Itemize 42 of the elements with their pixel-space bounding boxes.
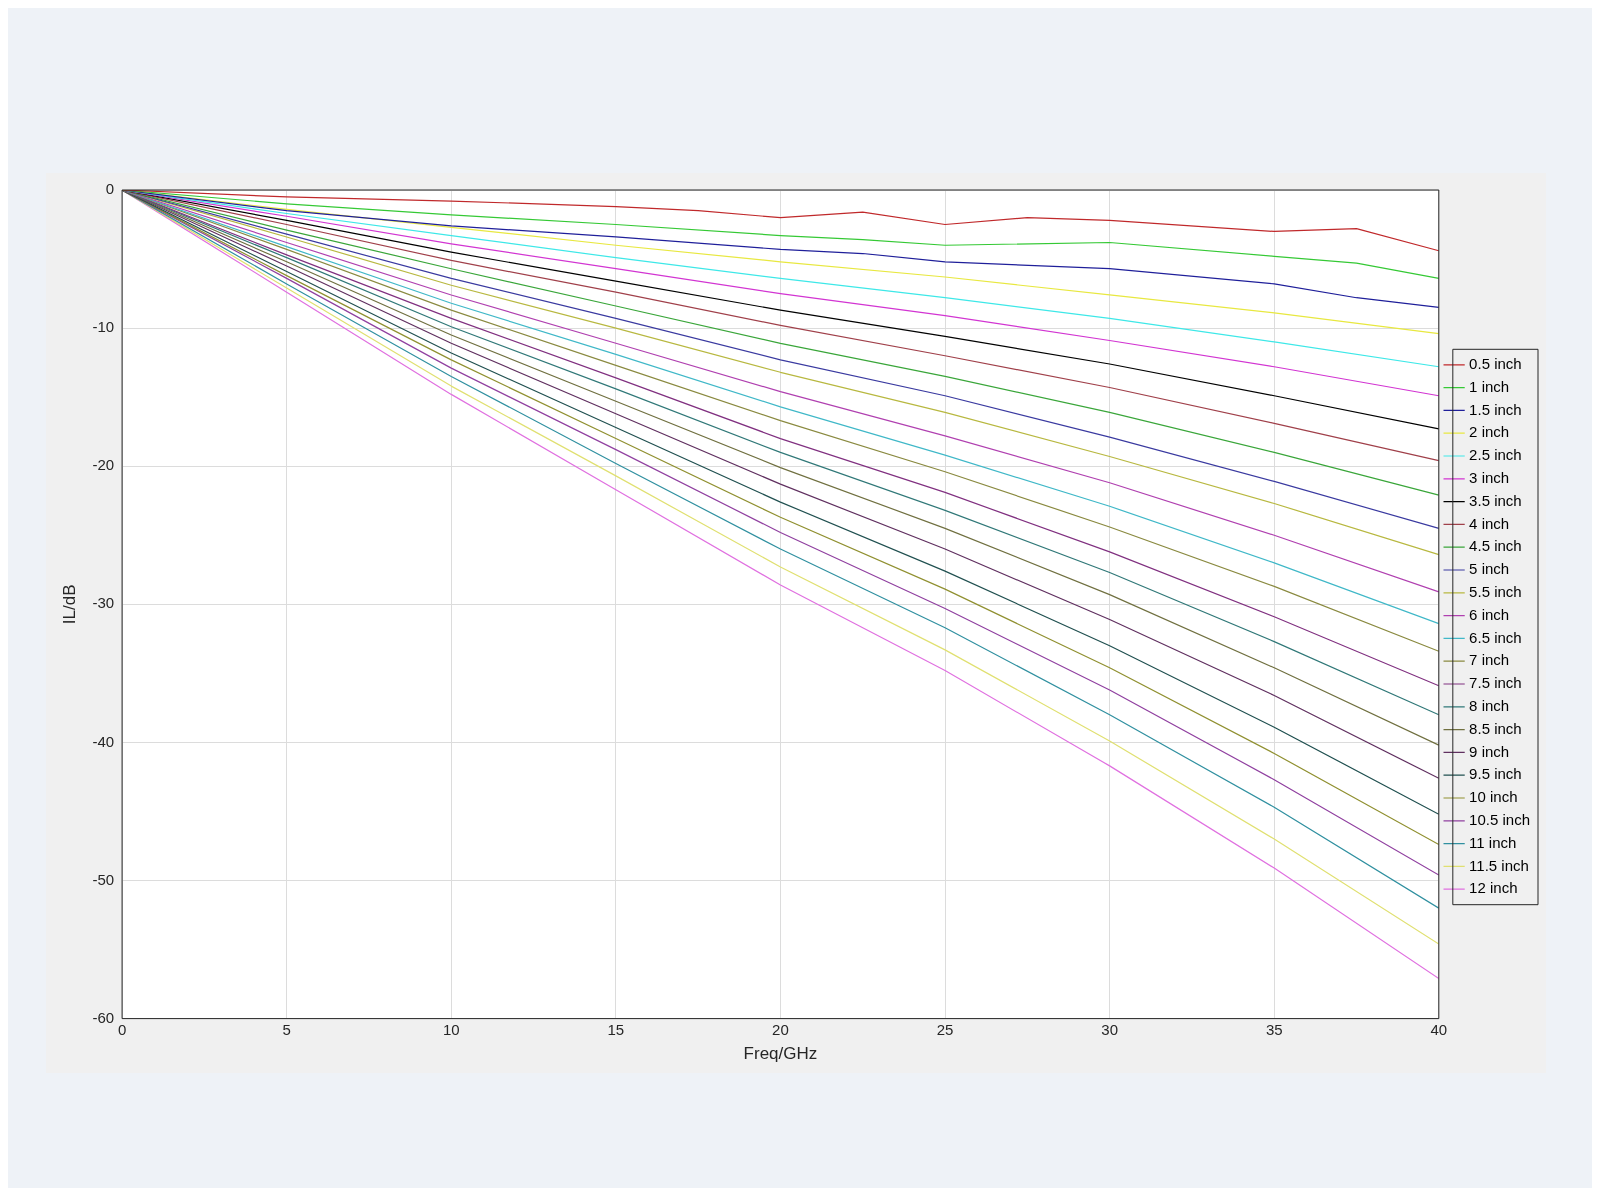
y-tick-label: -20 [92, 456, 115, 474]
legend-label: 5 inch [1469, 560, 1510, 578]
legend-label: 2.5 inch [1469, 446, 1522, 464]
legend-label: 1.5 inch [1469, 400, 1522, 418]
x-tick-label: 30 [1101, 1020, 1118, 1038]
legend-label: 7.5 inch [1469, 674, 1522, 692]
legend-label: 3 inch [1469, 468, 1510, 486]
x-tick-label: 20 [772, 1020, 789, 1038]
legend-label: 1 inch [1469, 377, 1510, 395]
y-tick-label: -10 [92, 318, 115, 336]
y-axis-title: IL/dB [59, 584, 79, 625]
x-tick-label: 5 [282, 1020, 291, 1038]
x-tick-label: 25 [936, 1020, 954, 1038]
legend-label: 5.5 inch [1469, 582, 1522, 600]
x-tick-label: 35 [1265, 1020, 1283, 1038]
legend-label: 7 inch [1469, 651, 1510, 669]
y-tick-label: -40 [92, 732, 115, 750]
legend-label: 12 inch [1469, 879, 1518, 897]
y-tick-label: -60 [92, 1008, 115, 1026]
legend-label: 11 inch [1469, 833, 1517, 851]
legend-label: 4 inch [1469, 514, 1510, 532]
y-tick-label: -30 [92, 594, 115, 612]
legend-label: 9.5 inch [1469, 765, 1522, 783]
legend-label: 10.5 inch [1469, 810, 1531, 828]
legend-label: 9 inch [1469, 742, 1510, 760]
legend-label: 3.5 inch [1469, 491, 1522, 509]
legend-label: 8.5 inch [1469, 719, 1522, 737]
x-tick-label: 40 [1430, 1020, 1448, 1038]
x-tick-label: 15 [607, 1020, 625, 1038]
y-tick-label: 0 [105, 180, 115, 198]
legend-label: 2 inch [1469, 423, 1510, 441]
y-tick-label: -50 [92, 870, 115, 888]
legend-label: 8 inch [1469, 696, 1510, 714]
legend-label: 6.5 inch [1469, 628, 1522, 646]
legend-label: 4.5 inch [1469, 537, 1522, 555]
legend-label: 10 inch [1469, 788, 1518, 806]
x-tick-label: 10 [442, 1020, 460, 1038]
legend-label: 0.5 inch [1469, 354, 1522, 372]
legend-label: 11.5 inch [1469, 856, 1529, 874]
legend-label: 6 inch [1469, 605, 1510, 623]
x-axis-title: Freq/GHz [743, 1044, 818, 1064]
x-tick-label: 0 [117, 1020, 127, 1038]
